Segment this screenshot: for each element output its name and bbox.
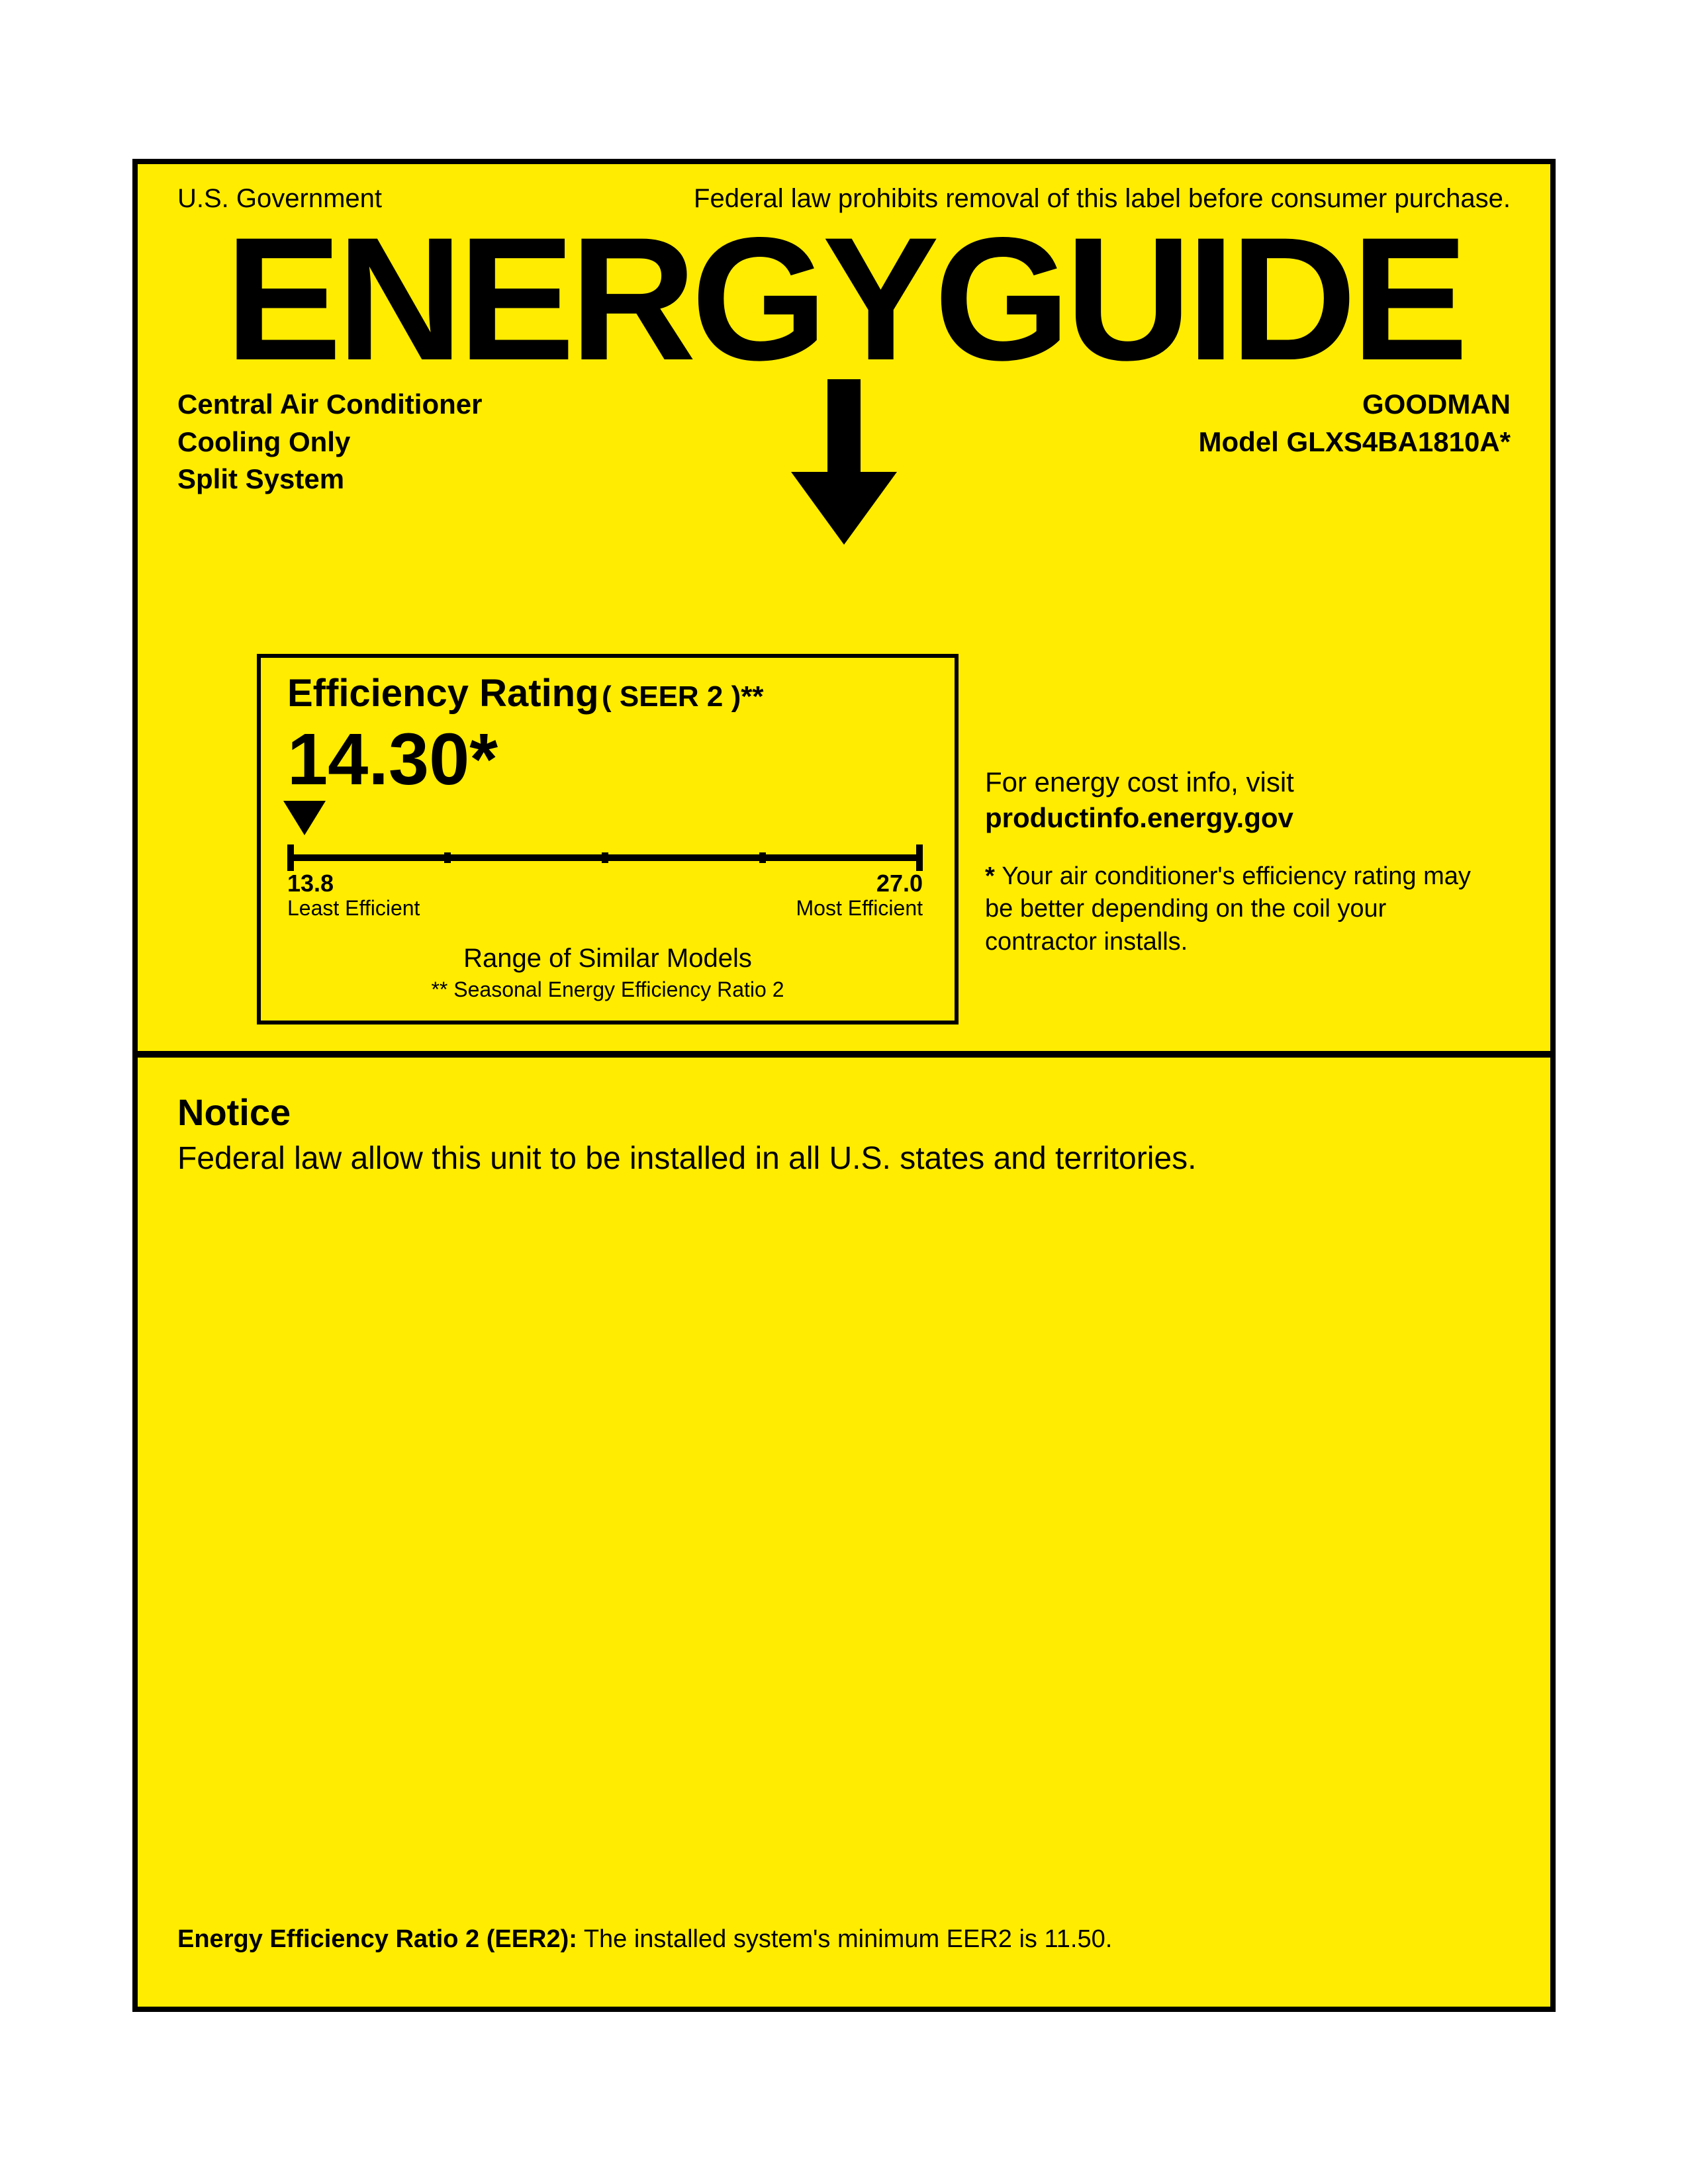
svg-text:ENERGYGUIDE: ENERGYGUIDE [225, 220, 1464, 392]
scale-values: 13.8 27.0 [287, 870, 923, 897]
notice-text: Federal law allow this unit to be instal… [177, 1140, 1511, 1177]
energy-cost-line1: For energy cost info, visit [985, 766, 1495, 798]
scale-axis [287, 844, 923, 871]
bottom-section: Notice Federal law allow this unit to be… [138, 1058, 1550, 2000]
rating-subtitle: ( SEER 2 )** [602, 680, 764, 713]
rating-value: 14.30* [287, 719, 928, 799]
eer-line: Energy Efficiency Ratio 2 (EER2): The in… [177, 1925, 1112, 1954]
eer-label: Energy Efficiency Ratio 2 (EER2): [177, 1925, 577, 1953]
scale-max-label: Most Efficient [796, 896, 923, 921]
footnote-asterisk: * [985, 862, 995, 890]
scale-pointer-icon [283, 801, 326, 835]
top-section: U.S. Government Federal law prohibits re… [138, 164, 1550, 1058]
down-arrow-icon [778, 379, 910, 551]
scale-min-label: Least Efficient [287, 896, 420, 921]
side-info: For energy cost info, visit productinfo.… [985, 766, 1495, 958]
logo: ENERGYGUIDE [138, 220, 1550, 551]
rating-area: Efficiency Rating ( SEER 2 )** 14.30* [257, 654, 1448, 1024]
range-note: ** Seasonal Energy Efficiency Ratio 2 [287, 978, 928, 1002]
header-row: U.S. Government Federal law prohibits re… [138, 164, 1550, 214]
range-caption: Range of Similar Models [287, 944, 928, 974]
efficiency-rating-box: Efficiency Rating ( SEER 2 )** 14.30* [257, 654, 959, 1024]
scale-max-value: 27.0 [876, 870, 923, 897]
notice-title: Notice [177, 1091, 1511, 1134]
energy-cost-url: productinfo.energy.gov [985, 802, 1495, 834]
header-left: U.S. Government [177, 184, 382, 214]
efficiency-footnote: * Your air conditioner's efficiency rati… [985, 860, 1495, 958]
eer-text: The installed system's minimum EER2 is 1… [584, 1925, 1113, 1953]
energyguide-logo: ENERGYGUIDE [172, 220, 1516, 392]
scale-labels: Least Efficient Most Efficient [287, 896, 923, 921]
footnote-text: Your air conditioner's efficiency rating… [985, 862, 1471, 956]
rating-title: Efficiency Rating [287, 672, 599, 715]
rating-scale: 13.8 27.0 Least Efficient Most Efficient [287, 805, 928, 911]
energy-guide-label: U.S. Government Federal law prohibits re… [132, 159, 1556, 2012]
scale-min-value: 13.8 [287, 870, 334, 897]
page: U.S. Government Federal law prohibits re… [0, 0, 1688, 2184]
header-right: Federal law prohibits removal of this la… [694, 184, 1511, 214]
